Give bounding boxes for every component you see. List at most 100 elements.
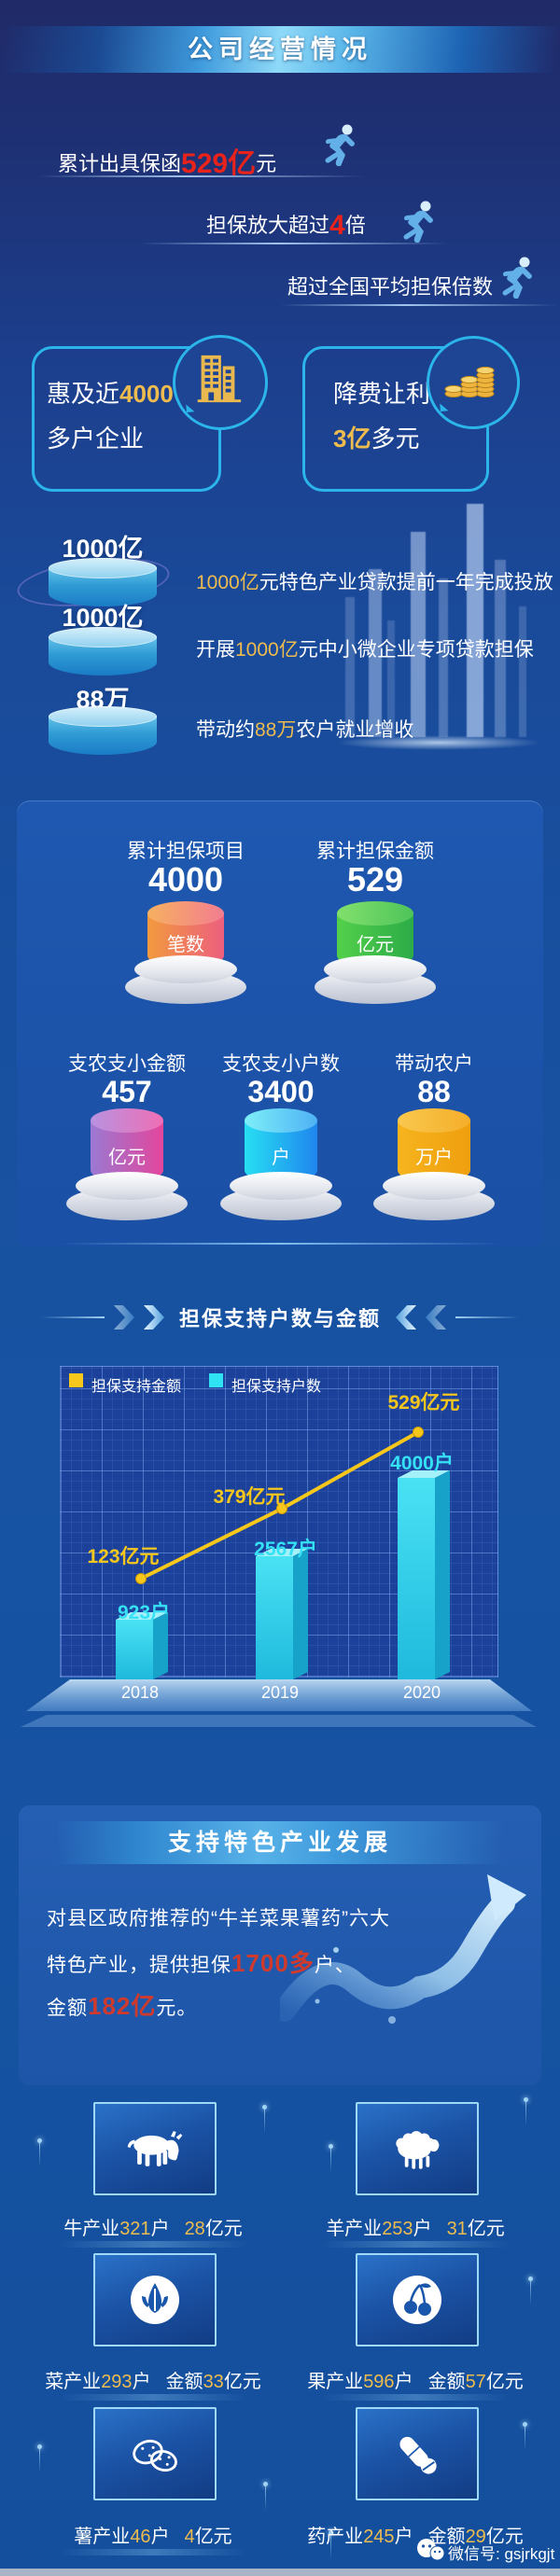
industry-label: 薯产业46户 4亿元 bbox=[74, 2527, 232, 2547]
label-shadow bbox=[60, 2394, 246, 2401]
benefit-text: 多户企业 bbox=[47, 420, 144, 454]
platform-shadow bbox=[21, 1715, 537, 1727]
industry-label: 菜产业293户 金额33亿元 bbox=[45, 2372, 261, 2392]
wechat-id: 微信号: gsjrkgjt bbox=[448, 2545, 555, 2563]
year-label: 2020 bbox=[402, 1683, 441, 1702]
benefit-text: 惠及近4000 bbox=[47, 375, 174, 410]
benefit-text: 降费让利 bbox=[333, 375, 430, 410]
coins-icon bbox=[444, 366, 495, 398]
industry-households: 321 bbox=[119, 2219, 151, 2239]
industry-label: 牛产业321户 28亿元 bbox=[63, 2219, 243, 2239]
dash-line bbox=[455, 1316, 519, 1318]
data-point bbox=[276, 1503, 287, 1514]
stat-value: 529 bbox=[346, 860, 404, 898]
benefit-text-post: 多元 bbox=[371, 425, 420, 453]
stat-value: 457 bbox=[102, 1075, 152, 1108]
label-shadow bbox=[60, 2241, 246, 2248]
legend-swatch-amount bbox=[69, 1373, 83, 1387]
benefit-text-line1: 降费让利 bbox=[333, 380, 431, 408]
industry-label: 药产业245户 金额29亿元 bbox=[307, 2527, 524, 2547]
amount-label: 529亿元 bbox=[387, 1392, 460, 1413]
stat-value: 3400 bbox=[247, 1075, 315, 1108]
wechat-icon bbox=[417, 2539, 445, 2561]
runner-icon bbox=[403, 201, 433, 243]
milestone-number: 1000亿 bbox=[235, 639, 299, 661]
achievement-row: 超过全国平均担保倍数 bbox=[287, 271, 493, 303]
label-shadow bbox=[60, 2549, 246, 2555]
stat-title: 支农支小户数 bbox=[222, 1053, 340, 1075]
bottom-strip bbox=[0, 2569, 560, 2576]
label-shadow bbox=[322, 2394, 509, 2401]
legend-label: 担保支持金额 bbox=[91, 1379, 182, 1395]
year-label: 2018 bbox=[120, 1683, 160, 1702]
year-label: 2019 bbox=[260, 1683, 300, 1702]
milestone-text: 开展1000亿元中小微企业专项贷款担保 bbox=[196, 639, 534, 661]
feature-banner-title: 支持特色产业发展 bbox=[167, 1830, 392, 1856]
combo-chart bbox=[21, 1427, 537, 1727]
benefit-text-line2: 多户企业 bbox=[47, 425, 145, 453]
pedestal bbox=[315, 955, 436, 1004]
feature-paragraph-line: 对县区政府推荐的“牛羊菜果薯药”六大 bbox=[47, 1908, 390, 1929]
feature-paragraph-line: 金额182亿元。 bbox=[47, 1992, 198, 2020]
title-ribbon: 公司经营情况 bbox=[0, 26, 560, 73]
achievement-number: 529亿 bbox=[181, 148, 257, 179]
chevron-right-icon bbox=[113, 1305, 134, 1330]
runner-icon bbox=[325, 124, 355, 166]
cherry-icon bbox=[393, 2276, 441, 2324]
decorative-bar bbox=[411, 532, 426, 737]
industry-amount: 28 bbox=[184, 2219, 205, 2239]
chevron-left-icon bbox=[426, 1305, 446, 1330]
stat-pedestal: 累计担保项目 4000 笔数 bbox=[120, 836, 251, 1023]
feature-paragraph-line: 特色产业，提供担保1700多户、 bbox=[47, 1949, 356, 1977]
industry-amount: 57 bbox=[465, 2372, 486, 2392]
pin-dot bbox=[37, 2138, 42, 2167]
pin-dot bbox=[329, 2530, 333, 2559]
feature-number: 182亿 bbox=[88, 1992, 157, 2020]
benefit-number: 4000 bbox=[119, 380, 174, 408]
amount-label: 123亿元 bbox=[87, 1546, 160, 1567]
industry-households: 293 bbox=[101, 2372, 133, 2392]
benefit-text-pre: 惠及近 bbox=[47, 380, 120, 408]
industry-card-sheep bbox=[356, 2102, 479, 2195]
divider bbox=[140, 243, 448, 244]
pills-icon bbox=[399, 2436, 437, 2474]
stat-title: 支农支小金额 bbox=[68, 1053, 186, 1075]
achievement-unit: 元 bbox=[256, 152, 277, 175]
stat-unit: 万户 bbox=[415, 1148, 453, 1168]
cylinder-graphic bbox=[49, 627, 157, 675]
pin-dot bbox=[37, 2444, 42, 2473]
divider bbox=[280, 304, 558, 306]
cylinder-graphic bbox=[49, 706, 157, 755]
divider bbox=[37, 175, 364, 177]
decorative-bar bbox=[519, 606, 526, 737]
decorative-bar bbox=[387, 620, 395, 737]
stat-title: 带动农户 bbox=[395, 1053, 473, 1075]
pedestal bbox=[373, 1172, 495, 1220]
vegetable-icon bbox=[131, 2276, 179, 2324]
industry-card-potato bbox=[93, 2407, 217, 2500]
stat-unit: 亿元 bbox=[357, 935, 394, 955]
pin-dot bbox=[524, 2097, 528, 2126]
decorative-bar bbox=[369, 569, 382, 737]
industry-card-cattle bbox=[93, 2102, 217, 2195]
stat-pedestal: 支农支小金额 457 亿元 bbox=[62, 1049, 192, 1235]
stat-unit: 亿元 bbox=[108, 1148, 146, 1168]
potato-icon bbox=[133, 2439, 177, 2472]
industry-households: 46 bbox=[130, 2527, 151, 2547]
achievement-unit: 倍 bbox=[344, 214, 366, 237]
achievement-text: 担保放大超过 bbox=[206, 214, 330, 237]
decorative-bar bbox=[439, 578, 448, 737]
legend-swatch-households bbox=[209, 1373, 223, 1387]
pin-dot bbox=[263, 2482, 268, 2511]
pedestal bbox=[125, 955, 246, 1004]
chevron-right-icon bbox=[143, 1305, 164, 1330]
decorative-bar bbox=[345, 597, 355, 737]
section-header: 担保支持户数与金额 bbox=[0, 1302, 560, 1332]
stat-unit: 笔数 bbox=[167, 935, 204, 955]
legend-label: 担保支持户数 bbox=[231, 1379, 322, 1395]
industry-amount: 33 bbox=[203, 2372, 224, 2392]
milestone-text: 1000亿元特色产业贷款提前一年完成投放 bbox=[196, 572, 553, 593]
stat-pedestal: 累计担保金额 529 亿元 bbox=[310, 836, 441, 1023]
stat-cylinder: 笔数 bbox=[147, 901, 224, 968]
benefit-text: 3亿多元 bbox=[333, 420, 419, 454]
